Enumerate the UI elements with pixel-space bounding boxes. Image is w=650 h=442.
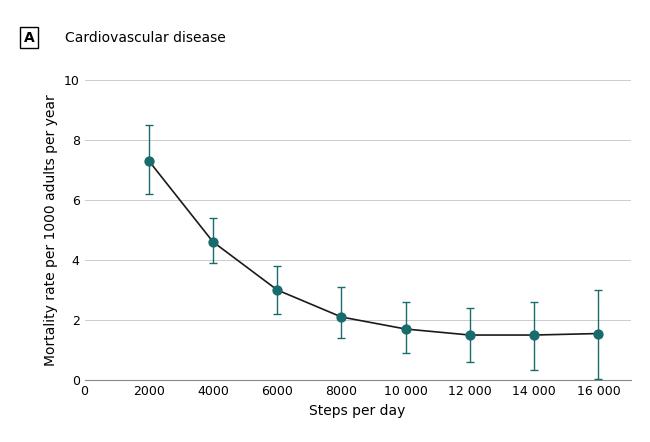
- Point: [593, 330, 604, 337]
- X-axis label: Steps per day: Steps per day: [309, 404, 406, 418]
- Point: [272, 286, 282, 293]
- Point: [400, 325, 411, 332]
- Text: A: A: [24, 31, 34, 45]
- Point: [529, 332, 539, 339]
- Text: Cardiovascular disease: Cardiovascular disease: [65, 31, 226, 45]
- Point: [336, 313, 346, 320]
- Point: [208, 238, 218, 245]
- Point: [144, 157, 154, 164]
- Point: [465, 332, 475, 339]
- Y-axis label: Mortality rate per 1000 adults per year: Mortality rate per 1000 adults per year: [44, 94, 58, 366]
